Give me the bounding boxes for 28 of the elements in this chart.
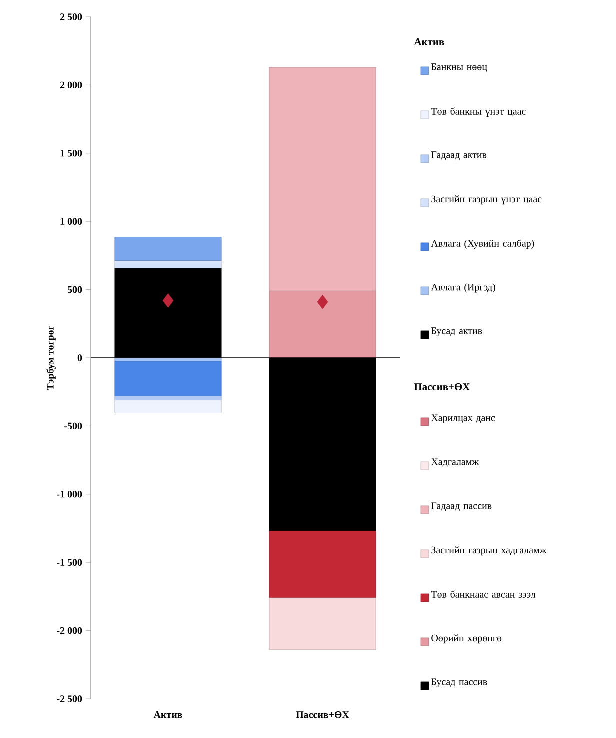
y-tick-label: -2 000 [57, 627, 82, 634]
text: Актив [414, 38, 444, 46]
y-tick-label: 500 [68, 286, 82, 294]
legend-label: Засгийн газрын хадгаламж [432, 546, 547, 556]
y-tick-label: 2 000 [60, 82, 82, 89]
y-tick-label: 0 [78, 354, 82, 362]
legend-label: Харилцах данс [431, 414, 496, 424]
y-tick-label: 1 000 [60, 218, 82, 225]
legend-label: Банкны нөөц [431, 64, 488, 72]
legend-label: Авлага (Хувийн салбар) [431, 240, 534, 249]
legend-label: Бусад пассив [431, 678, 488, 688]
legend-label: Төв банкны үнэт цаас [431, 108, 526, 117]
legend-label: Засгийн газрын үнэт цаас [432, 196, 542, 205]
legend-label: Авлага (Иргэд) [431, 284, 496, 293]
y-tick-label: -1 000 [57, 491, 82, 498]
legend-label: Хадгаламж [431, 458, 480, 468]
legend-label: Гадаад пассив [431, 502, 492, 512]
text: Пассив+ӨХ [414, 383, 470, 391]
y-tick-label: 1 500 [60, 150, 82, 157]
y-tick-label: -500 [64, 422, 82, 430]
legend-label: Гадаад актив [431, 152, 487, 160]
y-tick-label: -2 500 [57, 696, 82, 702]
legend-label: Өөрийн хөрөнгө [432, 634, 502, 644]
y-axis-title: Тэрбум төгрөг [46, 326, 56, 390]
y-tick-label: 2 500 [60, 14, 82, 20]
y-tick-label: -1 500 [57, 559, 82, 566]
legend-label: Төв банкнаас авсан зээл [431, 590, 536, 598]
legend-label: Бусад актив [431, 328, 482, 336]
